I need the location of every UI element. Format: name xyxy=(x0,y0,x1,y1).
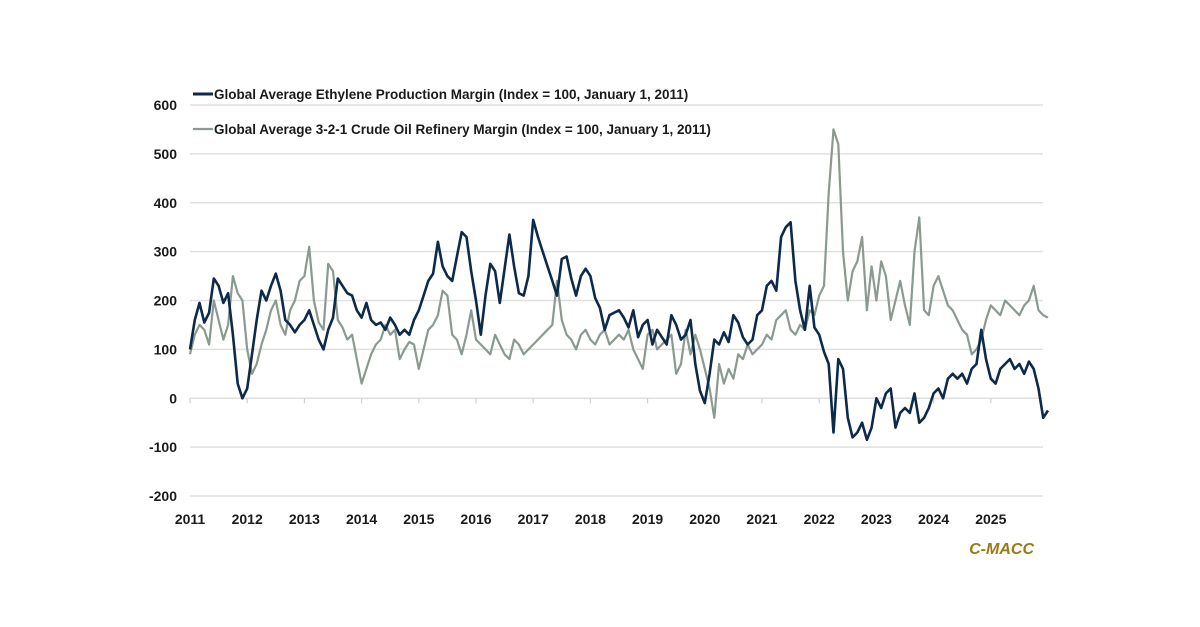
y-tick-label: 600 xyxy=(154,97,178,113)
x-tick-label: 2013 xyxy=(289,511,320,527)
x-tick-label: 2023 xyxy=(861,511,892,527)
series-line-ethylene-margin xyxy=(188,218,1050,442)
x-tick-label: 2011 xyxy=(175,511,206,527)
x-tick-label: 2014 xyxy=(346,511,377,527)
x-tick-label: 2012 xyxy=(232,511,263,527)
x-tick-label: 2017 xyxy=(518,511,549,527)
x-tick-label: 2016 xyxy=(460,511,491,527)
x-tick-label: 2019 xyxy=(632,511,663,527)
legend-item: Global Average Ethylene Production Margi… xyxy=(193,87,688,102)
legend-label: Global Average Ethylene Production Margi… xyxy=(214,87,688,102)
x-tick-label: 2025 xyxy=(975,511,1006,527)
x-tick-label: 2018 xyxy=(575,511,606,527)
y-tick-label: 300 xyxy=(154,244,178,260)
gridlines xyxy=(190,104,1043,497)
y-axis: 600 500 400 300 200 100 0 -100 -200 xyxy=(149,97,177,504)
x-tick-label: 2015 xyxy=(403,511,434,527)
series-line-refinery-margin xyxy=(188,128,1049,419)
y-tick-label: 400 xyxy=(154,195,178,211)
y-tick-label: -100 xyxy=(149,439,177,455)
x-tick-label: 2021 xyxy=(746,511,777,527)
x-tick-label: 2020 xyxy=(689,511,720,527)
x-tick-label: 2024 xyxy=(918,511,949,527)
y-tick-label: 500 xyxy=(154,146,178,162)
y-tick-label: 100 xyxy=(154,341,178,357)
legend: Global Average Ethylene Production Margi… xyxy=(193,87,711,137)
x-axis: 2011 2012 2013 2014 2015 2016 2017 2018 2019 2020… xyxy=(175,398,1007,527)
legend-item: Global Average 3-2-1 Crude Oil Refinery … xyxy=(193,122,711,137)
y-tick-label: -200 xyxy=(149,488,177,504)
series-layer xyxy=(188,128,1050,442)
y-tick-label: 0 xyxy=(169,390,177,406)
brand-logo-text: C-MACC xyxy=(969,541,1034,558)
x-tick-label: 2022 xyxy=(804,511,835,527)
y-tick-label: 200 xyxy=(154,293,178,309)
legend-label: Global Average 3-2-1 Crude Oil Refinery … xyxy=(214,122,711,137)
